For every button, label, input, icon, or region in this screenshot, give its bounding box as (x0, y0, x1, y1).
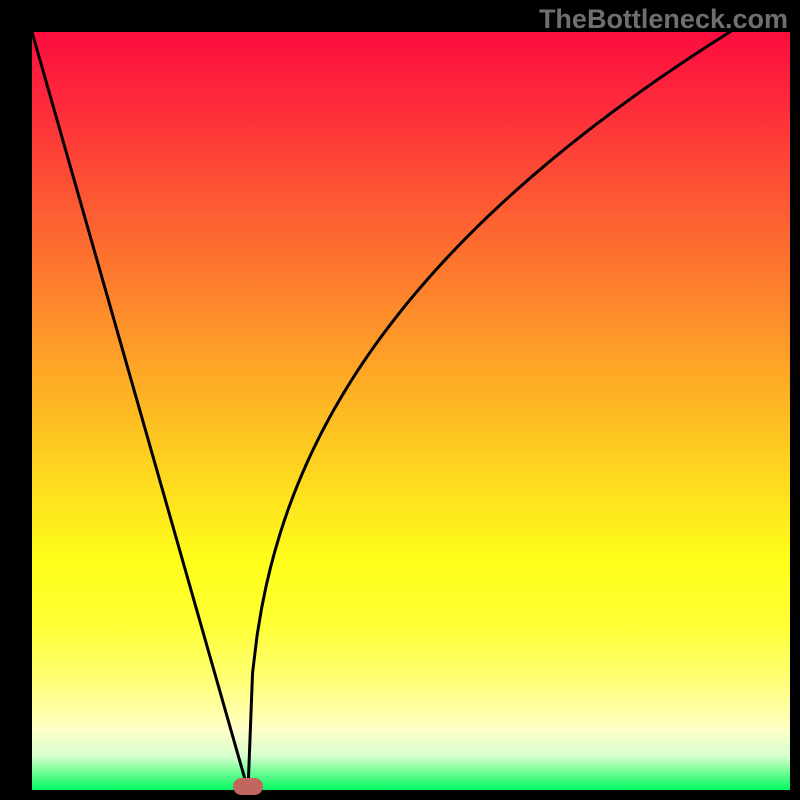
bottleneck-curve (32, 32, 790, 790)
plot-area (32, 32, 790, 790)
curve-svg (32, 32, 790, 790)
chart-container: TheBottleneck.com (0, 0, 800, 800)
minimum-marker (233, 778, 263, 795)
watermark-text: TheBottleneck.com (539, 4, 788, 35)
